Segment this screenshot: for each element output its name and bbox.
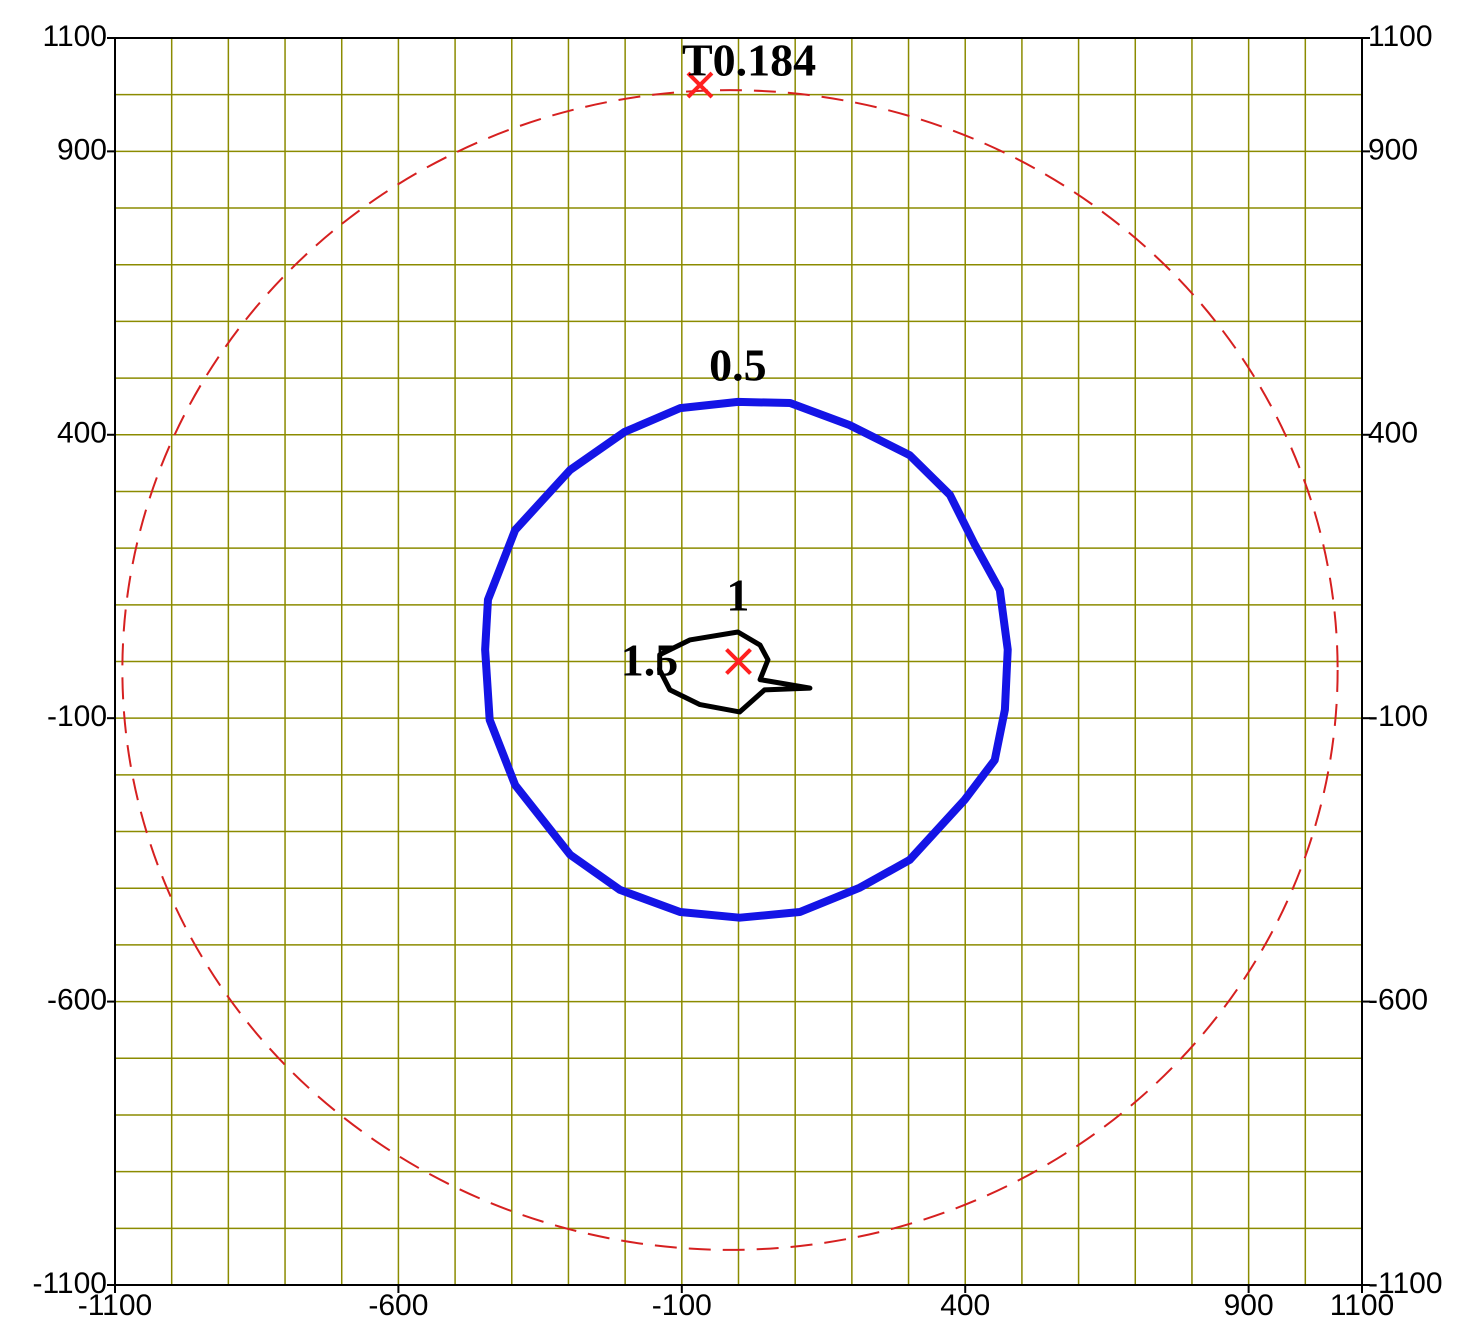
y-tick-label: 900 [1368, 133, 1418, 166]
contour-label: 0.5 [709, 339, 767, 390]
contour-line [657, 629, 813, 715]
marker [686, 71, 714, 99]
plot-frame [114, 37, 1363, 1286]
y-tick-label: -100 [47, 700, 107, 733]
contour-label: 1 [726, 570, 749, 621]
y-tick-label: 900 [57, 133, 107, 166]
dashed-circle [121, 89, 1339, 1251]
y-tick-label: 1100 [1368, 20, 1433, 53]
contour-line [481, 397, 1012, 922]
y-tick-label: -600 [1368, 984, 1428, 1017]
y-tick-label: -1100 [1368, 1267, 1443, 1300]
marker-label: T0.184 [682, 35, 816, 86]
y-tick-label: 400 [57, 417, 107, 450]
y-tick-label: -100 [1368, 700, 1428, 733]
x-tick-label: -100 [652, 1289, 712, 1322]
x-tick-label: -1100 [78, 1289, 153, 1322]
x-tick-label: 400 [940, 1289, 990, 1322]
marker [725, 648, 752, 675]
y-tick-label: -1100 [32, 1267, 107, 1300]
x-tick-label: -600 [368, 1289, 428, 1322]
x-tick-label: 900 [1224, 1289, 1274, 1322]
y-tick-label: 1100 [42, 20, 107, 53]
y-tick-label: 400 [1368, 417, 1418, 450]
x-tick-label: 1100 [1330, 1289, 1395, 1322]
annotation: 1.5 [621, 634, 679, 685]
y-tick-label: -600 [47, 984, 107, 1017]
